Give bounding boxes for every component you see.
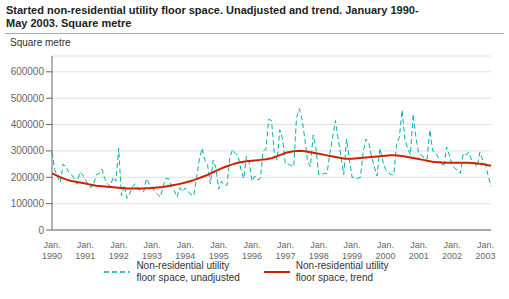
html-text:Non-residential utility floor: Non-residential utility floor space, una… (136, 260, 240, 283)
svg-text:0: 0 (38, 225, 44, 236)
svg-text:500000: 500000 (11, 93, 45, 104)
svg-text:Jan.1990: Jan.1990 (42, 240, 62, 260)
svg-text:100000: 100000 (11, 198, 45, 209)
html-text:Square metre: Square metre (10, 37, 71, 48)
svg-text:400000: 400000 (11, 119, 45, 130)
svg-text:Jan.1997: Jan.1997 (275, 240, 295, 260)
svg-text:Jan.1992: Jan.1992 (109, 240, 129, 260)
svg-text:Jan.1993: Jan.1993 (142, 240, 162, 260)
svg-text:Jan.2002: Jan.2002 (442, 240, 462, 260)
svg-text:300000: 300000 (11, 145, 45, 156)
svg-text:Jan.1996: Jan.1996 (242, 240, 262, 260)
html-text:Started non-residential utilit: Started non-residential utility floor sp… (6, 4, 419, 29)
svg-text:Jan.1995: Jan.1995 (209, 240, 229, 260)
svg-text:Jan.2003: Jan.2003 (475, 240, 495, 260)
svg-text:Jan.1991: Jan.1991 (75, 240, 95, 260)
svg-text:Jan.1994: Jan.1994 (175, 240, 195, 260)
svg-text:Jan.1999: Jan.1999 (342, 240, 362, 260)
svg-text:Jan.2001: Jan.2001 (409, 240, 429, 260)
html-text:Non-residential utility floor: Non-residential utility floor space, tre… (295, 260, 389, 283)
svg-text:200000: 200000 (11, 172, 45, 183)
svg-text:Jan.2000: Jan.2000 (375, 240, 395, 260)
svg-text:Jan.1998: Jan.1998 (309, 240, 329, 260)
svg-text:600000: 600000 (11, 66, 45, 77)
